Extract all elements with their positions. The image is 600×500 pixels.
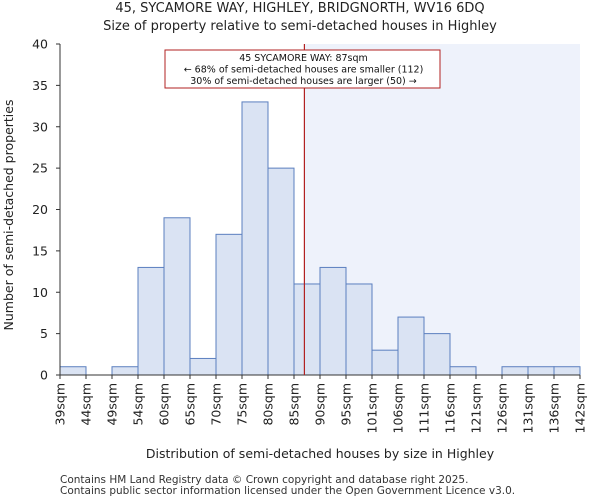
bar-65sqm bbox=[189, 357, 217, 376]
bar-80sqm bbox=[267, 167, 295, 376]
y-tick-label: 10 bbox=[32, 285, 48, 300]
x-tick-label: 70sqm bbox=[209, 383, 224, 426]
x-tick-label: 95sqm bbox=[339, 383, 354, 426]
x-axis-label: Distribution of semi-detached houses by … bbox=[146, 446, 495, 461]
x-tick-label: 54sqm bbox=[131, 383, 146, 426]
bar-75sqm bbox=[241, 101, 269, 376]
annotation-line: ← 68% of semi-detached houses are smalle… bbox=[184, 65, 424, 76]
chart-title: 45, SYCAMORE WAY, HIGHLEY, BRIDGNORTH, W… bbox=[115, 1, 485, 16]
bar-111sqm bbox=[423, 333, 451, 376]
x-tick-label: 131sqm bbox=[521, 383, 536, 433]
bar-70sqm bbox=[215, 233, 243, 376]
y-tick-label: 20 bbox=[32, 202, 48, 217]
x-tick-label: 85sqm bbox=[287, 383, 302, 426]
bar-85sqm bbox=[293, 283, 321, 376]
x-tick-label: 44sqm bbox=[79, 383, 94, 426]
x-tick-label: 126sqm bbox=[495, 383, 510, 433]
x-tick-label: 111sqm bbox=[417, 383, 432, 433]
y-tick-label: 40 bbox=[32, 37, 48, 52]
annotation-line: 45 SYCAMORE WAY: 87sqm bbox=[239, 53, 368, 64]
x-tick-label: 142sqm bbox=[573, 383, 588, 433]
annotation-box bbox=[164, 49, 441, 89]
footer-licence: Contains public sector information licen… bbox=[60, 485, 516, 497]
y-axis-label: Number of semi-detached properties bbox=[1, 100, 16, 331]
bar-90sqm bbox=[319, 266, 347, 376]
x-tick-label: 116sqm bbox=[443, 383, 458, 433]
bar-116sqm bbox=[449, 366, 477, 376]
y-tick-label: 5 bbox=[40, 326, 48, 341]
y-tick-label: 30 bbox=[32, 119, 48, 134]
bar-126sqm bbox=[501, 366, 529, 376]
x-tick-label: 75sqm bbox=[235, 383, 250, 426]
bar-136sqm bbox=[553, 366, 581, 376]
x-tick-label: 65sqm bbox=[183, 383, 198, 426]
bar-106sqm bbox=[397, 316, 425, 376]
y-tick-label: 35 bbox=[32, 78, 48, 93]
bar-54sqm bbox=[137, 266, 165, 376]
x-tick-label: 39sqm bbox=[53, 383, 68, 426]
x-tick-label: 80sqm bbox=[261, 383, 276, 426]
x-tick-label: 121sqm bbox=[469, 383, 484, 433]
bar-131sqm bbox=[527, 366, 555, 376]
x-tick-label: 106sqm bbox=[391, 383, 406, 433]
bar-49sqm bbox=[111, 366, 139, 376]
x-tick-label: 90sqm bbox=[313, 383, 328, 426]
annotation-line: 30% of semi-detached houses are larger (… bbox=[190, 76, 417, 87]
bar-60sqm bbox=[163, 217, 191, 376]
y-tick-label: 15 bbox=[32, 243, 48, 258]
bar-101sqm bbox=[371, 349, 399, 376]
footer-copyright: Contains HM Land Registry data © Crown c… bbox=[60, 474, 469, 486]
y-tick-label: 0 bbox=[40, 368, 48, 383]
x-tick-label: 49sqm bbox=[105, 383, 120, 426]
y-tick-label: 25 bbox=[32, 161, 48, 176]
x-tick-label: 101sqm bbox=[365, 383, 380, 433]
bar-39sqm bbox=[59, 366, 87, 376]
x-tick-label: 60sqm bbox=[157, 383, 172, 426]
chart-subtitle: Size of property relative to semi-detach… bbox=[103, 19, 497, 34]
x-tick-label: 136sqm bbox=[547, 383, 562, 433]
bar-95sqm bbox=[345, 283, 373, 376]
